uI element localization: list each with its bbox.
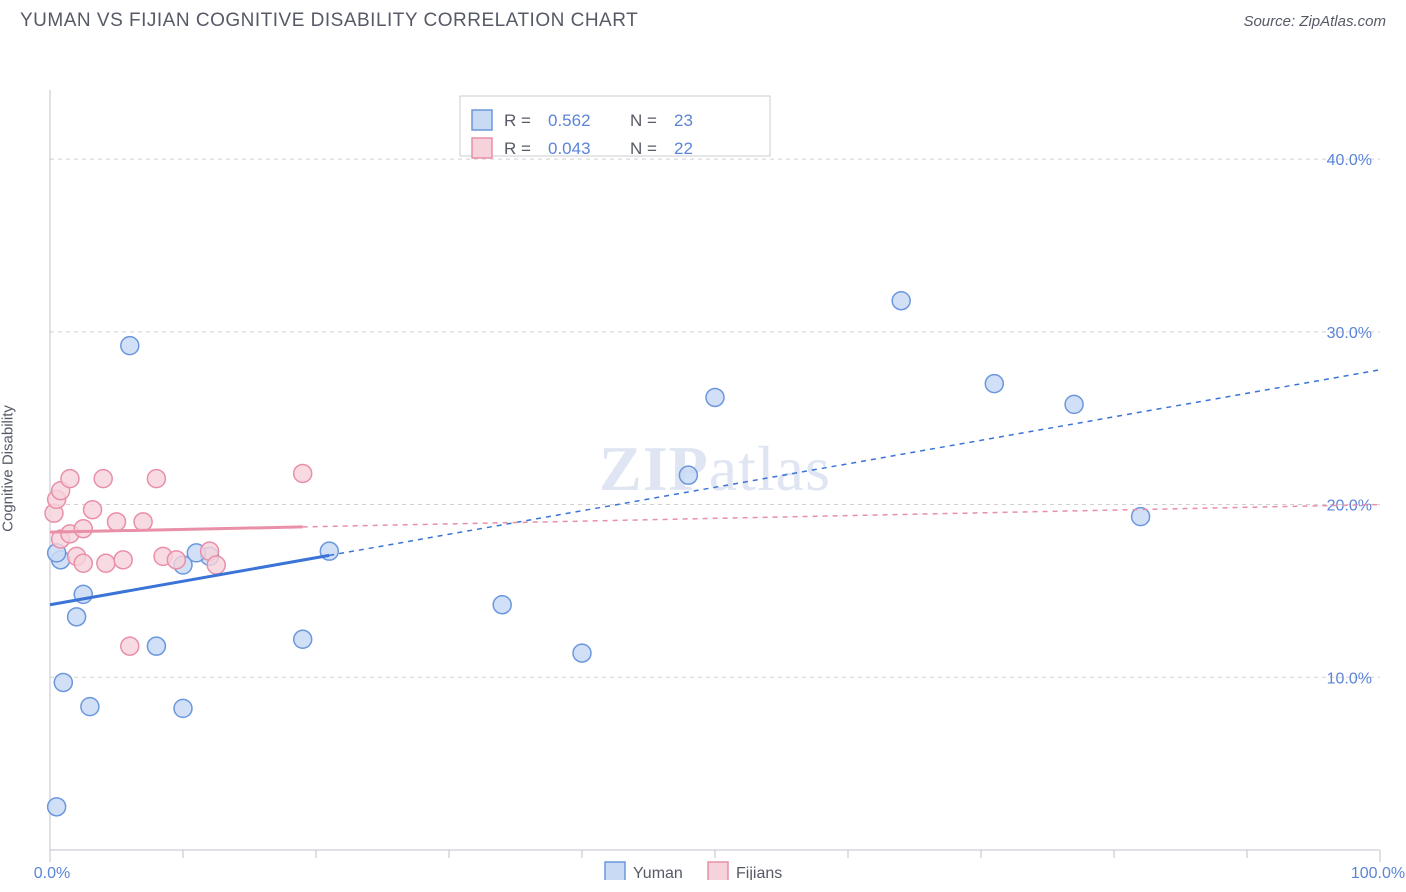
legend-r-value: 0.043 (548, 139, 591, 158)
data-point (706, 388, 724, 406)
data-point (294, 464, 312, 482)
chart-title: YUMAN VS FIJIAN COGNITIVE DISABILITY COR… (20, 10, 638, 32)
data-point (892, 292, 910, 310)
data-point (573, 644, 591, 662)
trend-line-dashed (303, 505, 1380, 527)
legend-n-label: N = (630, 111, 657, 130)
y-tick-label: 10.0% (1327, 670, 1372, 687)
data-point (167, 551, 185, 569)
data-point (54, 673, 72, 691)
data-point (147, 470, 165, 488)
data-point (114, 551, 132, 569)
series-label: Yuman (633, 865, 683, 880)
data-point (108, 513, 126, 531)
data-point (97, 554, 115, 572)
data-point (121, 337, 139, 355)
x-tick-label: 0.0% (34, 865, 70, 880)
data-point (134, 513, 152, 531)
legend-n-value: 22 (674, 139, 693, 158)
y-tick-label: 30.0% (1327, 325, 1372, 342)
data-point (1065, 395, 1083, 413)
data-point (81, 698, 99, 716)
data-point (207, 556, 225, 574)
data-point (985, 375, 1003, 393)
data-point (48, 798, 66, 816)
chart-header: YUMAN VS FIJIAN COGNITIVE DISABILITY COR… (0, 0, 1406, 40)
scatter-plot: 10.0%20.0%30.0%40.0%ZIPatlas0.0%100.0%R … (0, 40, 1406, 880)
trend-line-dashed (329, 370, 1380, 556)
legend-n-label: N = (630, 139, 657, 158)
legend-r-label: R = (504, 111, 531, 130)
data-point (68, 608, 86, 626)
data-point (74, 520, 92, 538)
watermark: ZIPatlas (599, 433, 831, 504)
series-label: Fijians (736, 865, 782, 880)
data-point (84, 501, 102, 519)
data-point (174, 699, 192, 717)
data-point (121, 637, 139, 655)
legend-swatch (472, 110, 492, 130)
chart-source: Source: ZipAtlas.com (1243, 13, 1386, 30)
series-swatch (605, 862, 625, 880)
series-swatch (708, 862, 728, 880)
data-point (679, 466, 697, 484)
data-point (147, 637, 165, 655)
legend-n-value: 23 (674, 111, 693, 130)
data-point (94, 470, 112, 488)
y-tick-label: 40.0% (1327, 152, 1372, 169)
legend-swatch (472, 138, 492, 158)
legend-r-value: 0.562 (548, 111, 591, 130)
data-point (74, 554, 92, 572)
chart-container: Cognitive Disability 10.0%20.0%30.0%40.0… (0, 40, 1406, 880)
x-tick-label: 100.0% (1351, 865, 1405, 880)
data-point (294, 630, 312, 648)
data-point (493, 596, 511, 614)
data-point (61, 470, 79, 488)
legend-r-label: R = (504, 139, 531, 158)
